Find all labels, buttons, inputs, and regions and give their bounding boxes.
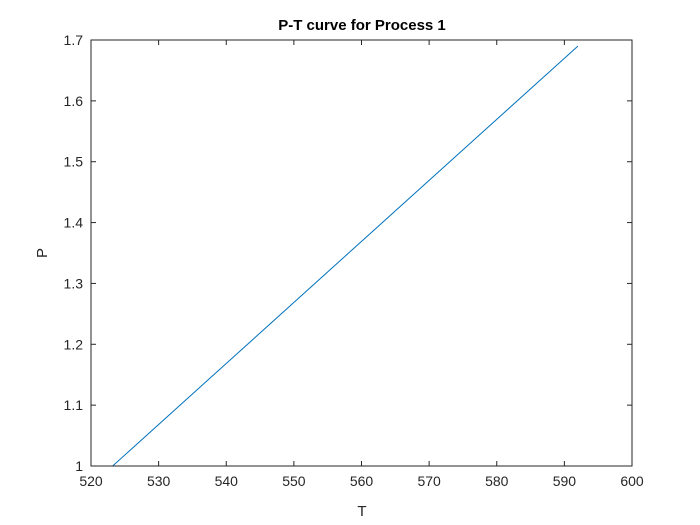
y-tick-label: 1.6 — [64, 93, 84, 109]
y-axis: 1 1.1 1.2 1.3 1.4 1.5 1.6 1.7 — [64, 32, 632, 474]
x-tick-label: 590 — [553, 473, 577, 489]
y-tick-label: 1.2 — [64, 336, 84, 352]
y-tick-label: 1.3 — [64, 275, 84, 291]
y-tick-label: 1.5 — [64, 154, 84, 170]
x-tick-label: 550 — [282, 473, 306, 489]
y-tick-label: 1.1 — [64, 397, 84, 413]
x-axis: 520 530 540 550 560 570 580 590 600 — [79, 40, 644, 489]
x-tick-label: 580 — [485, 473, 509, 489]
series-layer — [112, 45, 579, 467]
x-tick-label: 600 — [620, 473, 644, 489]
y-tick-label: 1.4 — [64, 215, 84, 231]
x-tick-label: 520 — [79, 473, 103, 489]
x-tick-label: 540 — [215, 473, 239, 489]
y-tick-label: 1 — [75, 458, 83, 474]
x-tick-label: 560 — [350, 473, 374, 489]
x-tick-label: 570 — [417, 473, 441, 489]
plot-area — [91, 40, 632, 466]
plot-frame — [90, 39, 633, 467]
x-tick-label: 530 — [147, 473, 171, 489]
y-tick-label: 1.7 — [64, 32, 84, 48]
y-axis-label: P — [34, 248, 51, 258]
series-line — [112, 45, 579, 467]
x-axis-label: T — [357, 503, 366, 520]
chart-title: P-T curve for Process 1 — [278, 17, 446, 34]
